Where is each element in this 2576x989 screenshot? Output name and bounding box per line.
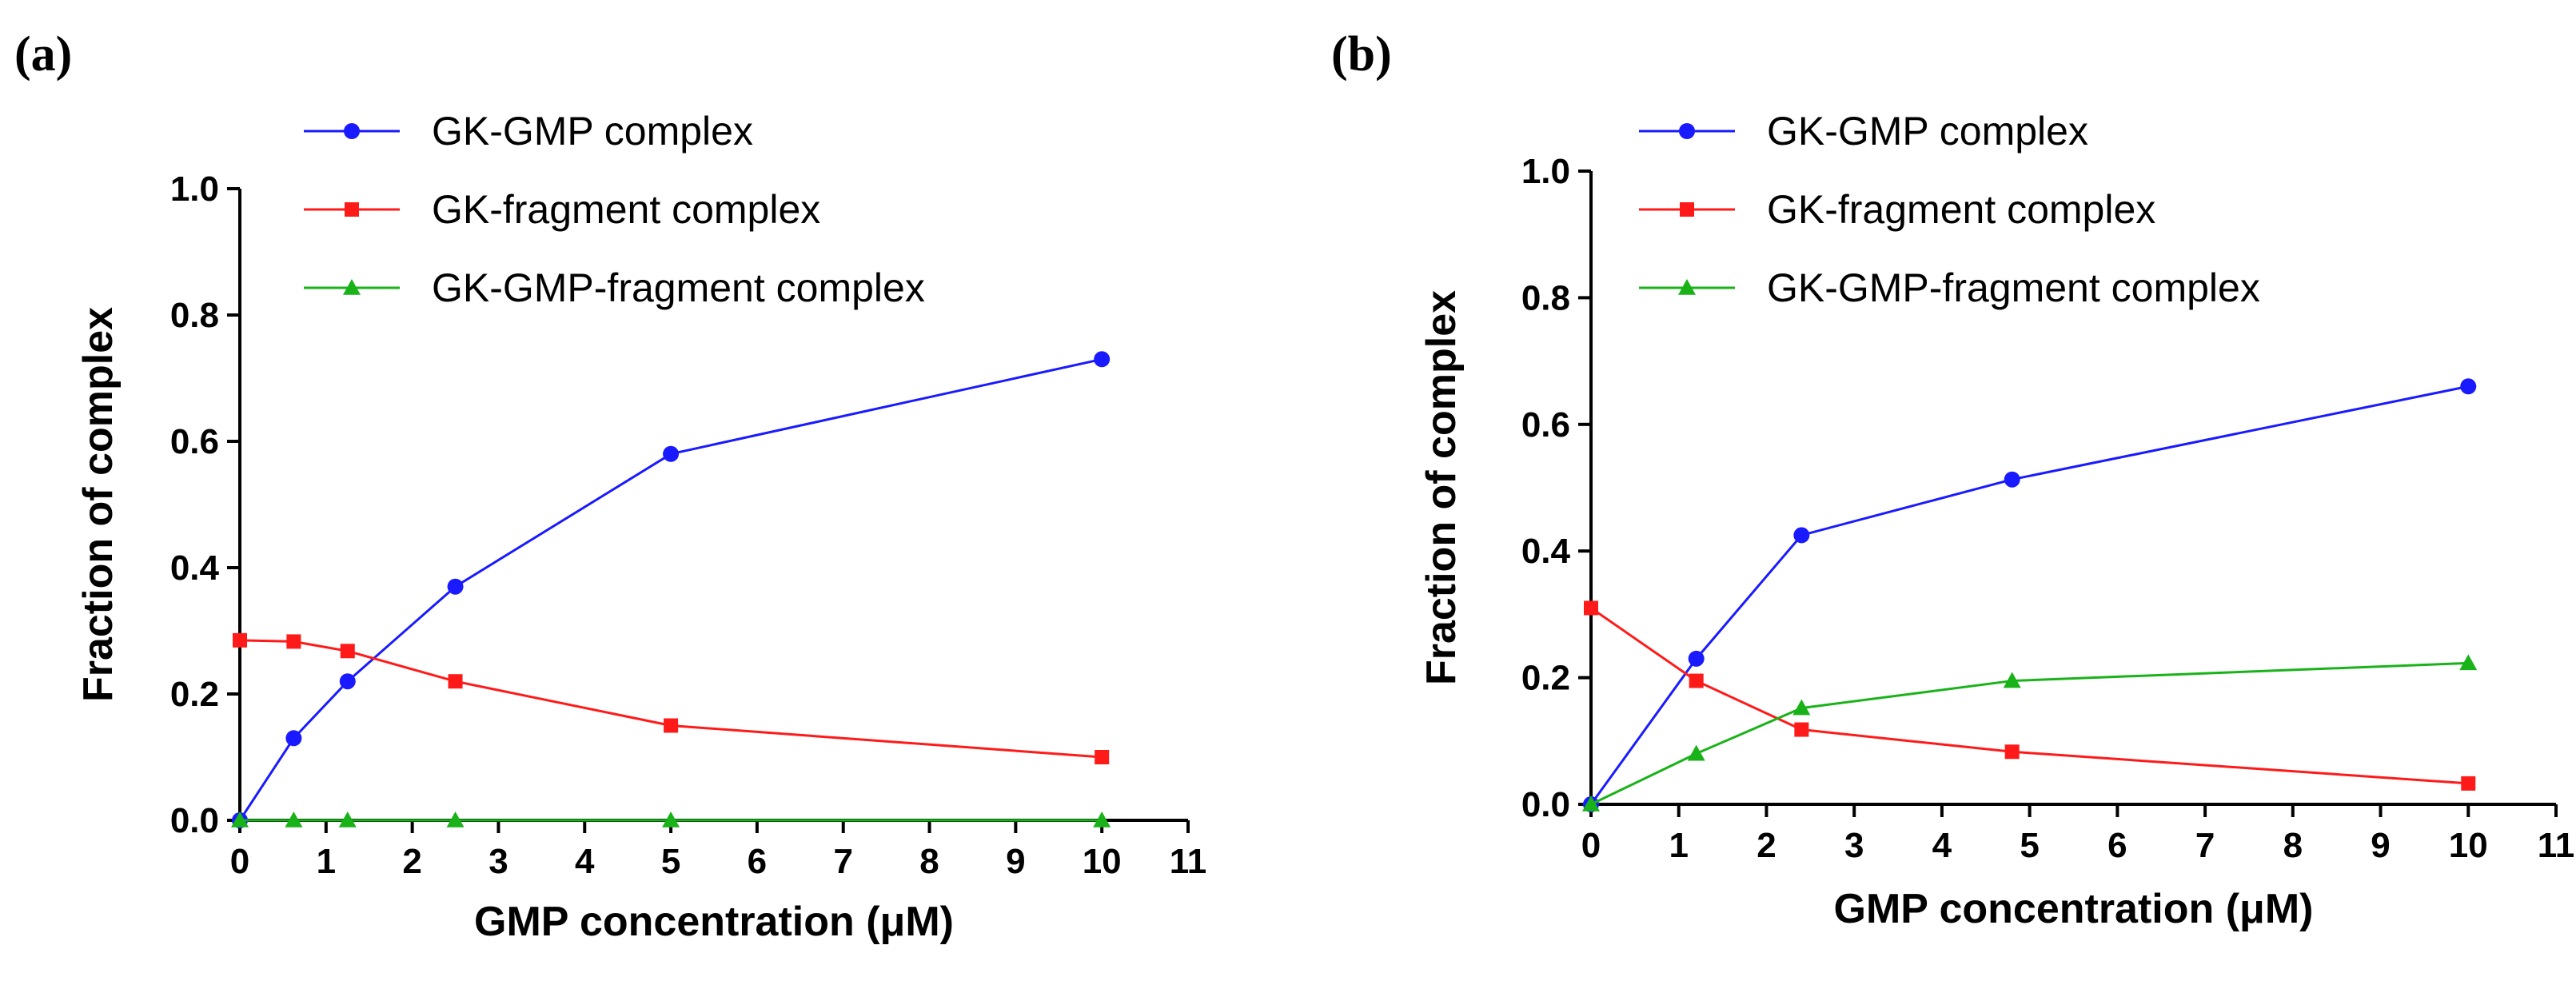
chart-a-legend-marker-2 — [343, 279, 361, 295]
chart-b-panel-label: (b) — [1331, 27, 1392, 82]
chart-b-x-tick-label: 8 — [2283, 826, 2303, 865]
chart-a-y-tick-label: 0.8 — [170, 296, 219, 335]
chart-a-x-tick-label: 4 — [575, 842, 595, 881]
chart-b-series-1-point — [1794, 722, 1809, 737]
chart-a-group: (a) 0.0 0.2 0.4 0.6 0.8 1.0 0 1 2 3 4 5 6 7 8 9 10 11 GMP c… — [14, 27, 1206, 945]
chart-b-series-2-point — [1582, 796, 1600, 812]
chart-b-series-0-point — [1688, 650, 1705, 667]
chart-b-series-1-point — [2004, 744, 2020, 760]
chart-a-x-tick-label: 6 — [748, 842, 767, 881]
chart-a-series-1-point — [233, 632, 247, 648]
chart-b-x-tick-label: 4 — [1932, 826, 1952, 865]
chart-a-series-0-point — [447, 578, 464, 595]
chart-b-x-tick-label: 6 — [2107, 826, 2127, 865]
chart-a-x-tick-label: 7 — [833, 842, 852, 881]
chart-a-series-2-point — [338, 812, 357, 827]
chart-a-series-0-point — [663, 445, 680, 462]
chart-b-series-0-point — [1793, 527, 1810, 544]
chart-b-series-2-point — [1687, 744, 1705, 761]
chart-a-series-0-point — [339, 673, 356, 690]
chart-b-legend-label-2: GK-GMP-fragment complex — [1767, 265, 2260, 310]
chart-b-x-tick-label: 5 — [2020, 826, 2039, 865]
chart-a-x-tick-label: 5 — [661, 842, 680, 881]
chart-b-series-1-point — [1689, 673, 1704, 688]
chart-a-series-1-point — [340, 644, 355, 659]
chart-b-group: (b) 0.0 0.2 0.4 0.6 0.8 1.0 0 1 2 3 4 5 6 7 8 9 10 11 GMP c… — [1331, 27, 2574, 932]
chart-b-series-2-point — [2459, 654, 2478, 671]
chart-b-legend-marker-1 — [1680, 202, 1694, 217]
chart-a-y-tick-label: 0.0 — [170, 801, 219, 840]
chart-b-y-tick-label: 0.8 — [1521, 278, 1570, 317]
chart-a-series-0-point — [285, 730, 302, 747]
chart-b-series-1-point — [1584, 600, 1598, 616]
chart-b-series-1-line — [1590, 607, 2469, 785]
chart-b-x-tick-label: 10 — [2449, 826, 2488, 865]
chart-b-legend-label-0: GK-GMP complex — [1767, 109, 2088, 154]
chart-a-series-1-point — [1095, 750, 1110, 764]
chart-a-x-tick-label: 1 — [317, 842, 336, 881]
chart-b-x-tick-label: 11 — [2538, 826, 2575, 865]
chart-a-series-0-line — [238, 357, 1103, 821]
chart-b-series-2-point — [2003, 672, 2021, 688]
chart-b-series-2-point — [1792, 699, 1811, 716]
chart-a-y-tick-label: 1.0 — [170, 169, 219, 209]
chart-a-series-2-point — [231, 812, 249, 827]
chart-b-y-tick-label: 0.0 — [1521, 785, 1570, 824]
chart-b-x-tick-label: 3 — [1844, 826, 1864, 865]
chart-b-x-axis-title: GMP concentration (μM) — [1834, 886, 2314, 932]
chart-a-x-tick-label: 9 — [1006, 842, 1025, 881]
chart-a-y-tick-label: 0.6 — [170, 422, 219, 461]
chart-a-legend-label-0: GK-GMP complex — [432, 109, 753, 154]
chart-a-legend-label-1: GK-fragment complex — [432, 187, 820, 232]
chart-b-series-0-point — [2460, 378, 2477, 395]
chart-a-panel-label: (a) — [14, 27, 72, 82]
chart-b-series-2-line — [1590, 661, 2469, 806]
chart-b-series-0-point — [2004, 471, 2020, 488]
chart-a-x-tick-label: 10 — [1083, 842, 1122, 881]
chart-a-series-2-point — [446, 812, 465, 827]
chart-b-x-tick-label: 1 — [1669, 826, 1688, 865]
chart-b-x-tick-label: 2 — [1757, 826, 1776, 865]
chart-a-series-0-point — [1094, 351, 1111, 368]
chart-a-x-tick-label: 0 — [230, 842, 249, 881]
chart-a-y-axis-title: Fraction of complex — [75, 307, 122, 702]
chart-a-x-tick-label: 3 — [488, 842, 508, 881]
chart-a-x-tick-label: 11 — [1170, 842, 1207, 881]
chart-b-x-tick-label: 9 — [2371, 826, 2390, 865]
chart-b-y-axis-title: Fraction of complex — [1418, 290, 1465, 685]
chart-b-legend-label-1: GK-fragment complex — [1767, 187, 2155, 232]
chart-b-x-tick-label: 7 — [2195, 826, 2215, 865]
chart-b-series-1-point — [2461, 776, 2476, 791]
chart-a-y-tick-label: 0.4 — [170, 548, 220, 588]
chart-a-legend-marker-0 — [344, 123, 360, 139]
chart-b-y-tick-label: 0.4 — [1521, 532, 1571, 571]
chart-a-x-tick-label: 8 — [919, 842, 939, 881]
chart-a-x-axis-title: GMP concentration (μM) — [474, 899, 954, 945]
chart-a-legend-label-2: GK-GMP-fragment complex — [432, 265, 925, 310]
chart-a-series-2-point — [1093, 812, 1111, 827]
chart-b-legend-marker-0 — [1679, 123, 1695, 139]
chart-a-x-tick-label: 2 — [402, 842, 421, 881]
chart-a-legend-marker-1 — [345, 202, 359, 217]
chart-b-y-tick-label: 1.0 — [1521, 152, 1570, 191]
chart-a-series-1-point — [286, 634, 301, 649]
chart-a-series-2-point — [285, 812, 303, 827]
chart-a-series-1-point — [664, 718, 679, 733]
chart-b-y-tick-label: 0.2 — [1521, 659, 1570, 698]
chart-a-series-1-point — [448, 674, 463, 689]
chart-a-y-tick-label: 0.2 — [170, 675, 219, 714]
chart-a-series-2-point — [662, 812, 680, 827]
chart-b-x-tick-label: 0 — [1581, 826, 1601, 865]
chart-b-y-tick-label: 0.6 — [1521, 405, 1570, 445]
chart-a-series-1-line — [239, 639, 1103, 759]
chart-b-legend-marker-2 — [1678, 279, 1696, 295]
